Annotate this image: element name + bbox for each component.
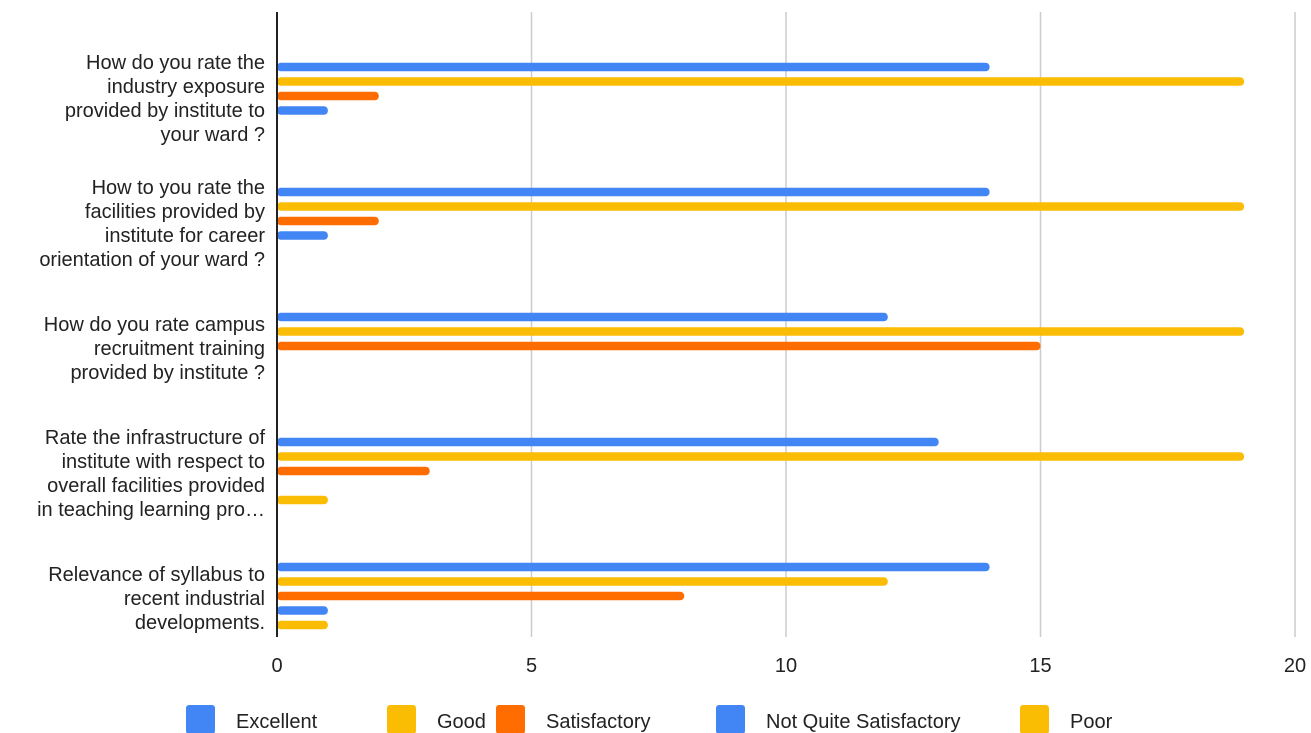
x-tick-label: 15 — [1029, 655, 1051, 677]
bar-excellent — [277, 187, 990, 197]
bar-excellent — [277, 437, 939, 447]
category-labels: How do you rate the industry exposure prov… — [37, 52, 265, 634]
legend-label: Not Quite Satisfactory — [766, 711, 961, 733]
bar-poor — [277, 620, 328, 630]
x-tick-label: 20 — [1284, 655, 1306, 677]
category-label: How do you rate the industry exposure prov… — [65, 52, 265, 146]
category-label-line: How to you rate the — [92, 177, 265, 199]
x-tick-label: 5 — [526, 655, 537, 677]
bar-satisfactory — [277, 216, 379, 226]
bar-good — [277, 452, 1245, 461]
category-label-line: How do you rate the — [86, 52, 265, 74]
bar-not-quite-satisfactory — [277, 606, 328, 615]
category-label-line: recruitment training — [94, 338, 265, 360]
category-label-line: developments. — [135, 612, 265, 634]
bar-good — [277, 77, 1245, 86]
bar-satisfactory — [277, 466, 430, 476]
category-label-line: Relevance of syllabus to — [48, 564, 265, 586]
legend-swatch — [716, 705, 745, 733]
category-label-line: recent industrial — [124, 588, 265, 610]
category-label-line: industry exposure — [107, 76, 265, 98]
bar-not-quite-satisfactory — [277, 231, 328, 240]
bar-not-quite-satisfactory — [277, 106, 328, 115]
bar-good — [277, 327, 1245, 336]
bar-excellent — [277, 312, 888, 322]
category-label-line: overall facilities provided — [47, 475, 265, 497]
bar-good — [277, 577, 888, 586]
legend-swatch — [387, 705, 416, 733]
category-label-line: provided by institute ? — [70, 362, 265, 384]
legend-label: Satisfactory — [546, 711, 650, 733]
legend-label: Poor — [1070, 711, 1113, 733]
category-label-line: your ward ? — [161, 124, 266, 146]
category-label-line: institute for career — [105, 225, 265, 247]
bar-excellent — [277, 62, 990, 72]
category-label: Relevance of syllabus to recent industria… — [48, 564, 265, 634]
legend-label: Excellent — [236, 711, 318, 733]
category-label-line: institute with respect to — [62, 451, 265, 473]
category-label-line: How do you rate campus — [44, 314, 265, 336]
legend-swatch — [1020, 705, 1049, 733]
category-label-line: Rate the infrastructure of — [45, 427, 266, 449]
bar-excellent — [277, 562, 990, 572]
bar-good — [277, 202, 1245, 211]
category-label-line: facilities provided by — [85, 201, 265, 223]
category-label: Rate the infrastructure of institute with… — [37, 427, 265, 521]
x-tick-labels: 0 5 10 15 20 — [271, 655, 1306, 677]
x-tick-label: 10 — [775, 655, 797, 677]
gridlines — [530, 12, 1296, 637]
category-label-line: orientation of your ward ? — [39, 249, 265, 271]
bar-satisfactory — [277, 591, 685, 601]
bars — [277, 62, 1245, 630]
legend: Excellent Good Satisfactory Not Quite Satis… — [186, 705, 1113, 733]
bar-satisfactory — [277, 341, 1041, 351]
legend-swatch — [186, 705, 215, 733]
bar-poor — [277, 495, 328, 505]
category-label-line: provided by institute to — [65, 100, 265, 122]
legend-swatch — [496, 705, 525, 733]
bar-satisfactory — [277, 91, 379, 101]
x-tick-label: 0 — [271, 655, 282, 677]
category-label: How to you rate the facilities provided b… — [39, 177, 265, 271]
legend-label: Good — [437, 711, 486, 733]
category-label: How do you rate campus recruitment traini… — [44, 314, 265, 384]
category-label-line: in teaching learning pro… — [37, 499, 265, 521]
